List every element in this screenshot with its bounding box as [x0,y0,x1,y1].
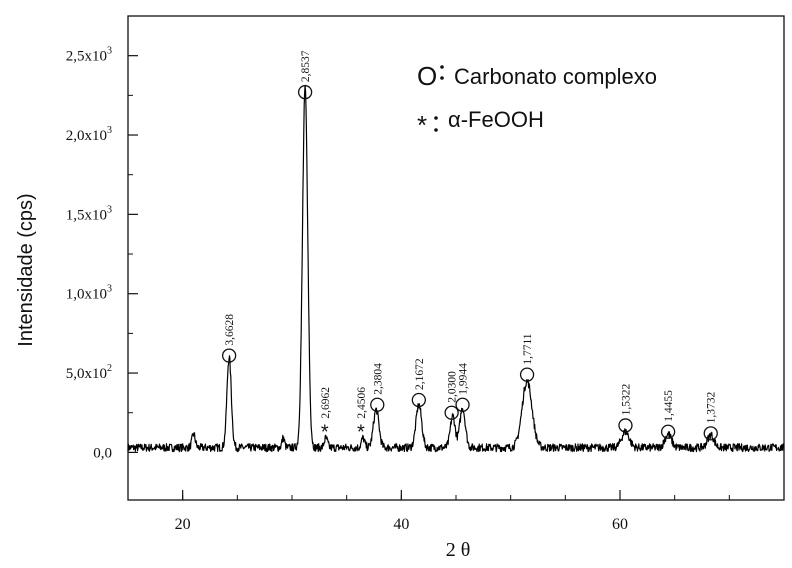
x-axis-label: 2 θ [446,539,471,561]
y-tick-label: 0,0 [93,445,112,461]
y-tick-label: 1,0x103 [66,284,112,303]
annotations-group: 3,6628 2,8537 * 2,6962 * 2,4506 2,3804 2,1672 2,… [221,50,718,444]
series-group [127,84,785,453]
peak-label: 2,3804 [372,363,384,395]
y-tick-label: 2,0x103 [66,125,112,144]
legend-star-symbol: * [417,110,427,140]
peak-circle-marker [444,405,459,420]
peak-label: 1,5322 [620,384,632,416]
legend: O Carbonato complexo * α-FeOOH [417,61,657,140]
x-tick-label: 40 [393,516,409,533]
peak-label: 3,6628 [224,314,236,346]
legend-circle-symbol: O [417,61,437,91]
diffraction-trace [127,84,785,453]
y-axis-label: Intensidade (cps) [15,193,37,346]
legend-colon-dot [434,128,438,132]
peak-label: 2,8537 [300,50,312,82]
peak-circle-marker [370,397,385,412]
peak-label: 1,4455 [663,390,675,422]
legend-colon-dot [440,76,444,80]
peak-star-marker: * [321,422,329,444]
legend-label-feooh: α-FeOOH [448,107,544,132]
y-tick-label: 1,5x103 [66,204,112,223]
peak-star-marker: * [357,422,365,444]
peak-label: 1,7711 [522,333,534,364]
legend-colon-dot [440,65,444,69]
peak-circle-marker [455,397,470,412]
y-tick-label: 5,0x102 [66,363,112,382]
peak-circle-marker [411,392,426,408]
axes: 20 40 60 0,0 5,0x102 1,0x103 1,5x103 2,0x103 2,5… [66,15,785,533]
peak-label: 1,3732 [706,391,718,423]
peak-circle-marker [703,426,718,441]
peak-circle-marker [618,418,633,433]
peak-circle-marker [519,367,535,382]
peak-circle-marker [660,424,676,439]
y-tick-label: 2,5x103 [66,46,112,65]
x-tick-label: 60 [612,516,628,533]
legend-colon-dot [434,116,438,120]
peak-circle-marker [297,85,313,100]
x-tick-label: 20 [175,516,191,533]
peak-label: 2,0300 [447,371,459,403]
peak-label: 2,4506 [356,387,368,419]
peak-circle-marker [221,348,237,363]
legend-label-carbonato: Carbonato complexo [454,64,657,89]
peak-label: 1,9944 [458,363,470,395]
peak-label: 2,6962 [320,387,332,419]
peak-label: 2,1672 [414,358,426,390]
